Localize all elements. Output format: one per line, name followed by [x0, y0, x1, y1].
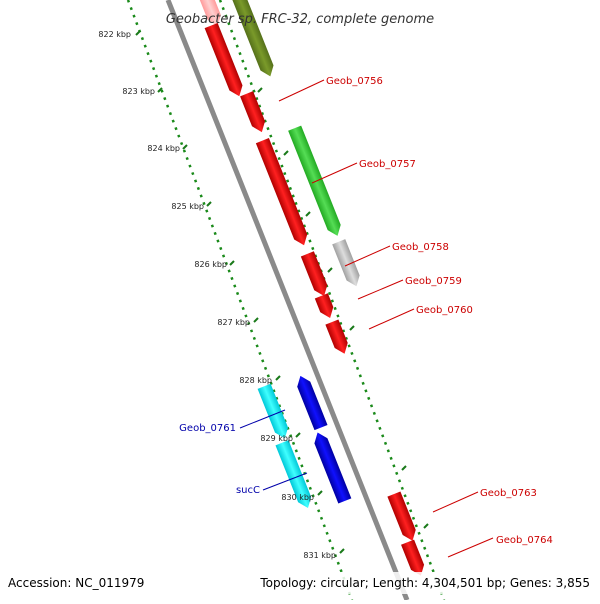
genome-backbone	[165, 0, 410, 601]
gene-label-geob-0761[interactable]: Geob_0761	[179, 423, 236, 434]
gene-label-geob-0759[interactable]: Geob_0759	[405, 276, 462, 287]
ruler-label: 827 kbp	[217, 318, 250, 327]
gene-label-geob-0756[interactable]: Geob_0756	[326, 76, 383, 87]
gene-arrow-green[interactable]	[288, 125, 344, 239]
gene-label-geob-0763[interactable]: Geob_0763	[480, 488, 537, 499]
ruler-label: 828 kbp	[239, 376, 272, 385]
gene-labels: Geob_0756 Geob_0757 Geob_0758 Geob_0759 …	[179, 76, 553, 546]
ruler-label: 831 kbp	[303, 551, 336, 560]
gc-track-outer	[218, 0, 446, 601]
ruler-label: 825 kbp	[171, 202, 204, 211]
ruler-label: 824 kbp	[147, 144, 180, 153]
ruler-ticks	[135, 30, 429, 554]
gene-arrow-olive[interactable]	[229, 0, 277, 79]
gene-label-geob-0760[interactable]: Geob_0760	[416, 305, 473, 316]
gene-arrow-red[interactable]	[325, 319, 351, 356]
genome-stats-text: Topology: circular; Length: 4,304,501 bp…	[259, 576, 590, 590]
gene-label-geob-0758[interactable]: Geob_0758	[392, 242, 449, 253]
gene-arrow-cyan-geob-0761[interactable]	[257, 383, 292, 441]
ruler-label: 829 kbp	[260, 434, 293, 443]
gene-arrow-geob-0764[interactable]	[401, 539, 427, 579]
gene-arrow-pink[interactable]	[199, 0, 224, 28]
genome-title: Geobacter sp. FRC-32, complete genome	[166, 12, 434, 27]
gene-arrow-geob-0763[interactable]	[387, 491, 419, 543]
gene-arrow-gray[interactable]	[332, 239, 363, 289]
ruler-label: 830 kbp	[281, 493, 314, 502]
ruler-labels: 822 kbp 823 kbp 824 kbp 825 kbp 826 kbp …	[98, 30, 336, 560]
gene-arrow-geob-0759[interactable]	[300, 251, 331, 298]
gene-arrow-geob-0756[interactable]	[204, 22, 246, 99]
gene-track	[199, 0, 427, 579]
gene-label-succ[interactable]: sucC	[236, 485, 260, 496]
gene-arrow-blue-1[interactable]	[294, 373, 328, 431]
gene-arrow-geob-0760[interactable]	[314, 293, 337, 320]
accession-text: Accession: NC_011979	[8, 576, 144, 590]
gene-arrow-cyan-succ[interactable]	[275, 440, 314, 510]
gene-label-geob-0764[interactable]: Geob_0764	[496, 535, 553, 546]
leader-lines	[239, 79, 494, 558]
ruler-label: 822 kbp	[98, 30, 131, 39]
gene-arrow-blue-succ[interactable]	[311, 430, 352, 504]
gc-track-inner	[126, 0, 354, 601]
ruler-label: 823 kbp	[122, 87, 155, 96]
footer-background	[0, 572, 600, 594]
gene-arrow-geob-0757[interactable]	[240, 91, 268, 134]
gene-label-geob-0757[interactable]: Geob_0757	[359, 159, 416, 170]
ruler-label: 826 kbp	[194, 260, 227, 269]
gene-arrow-geob-0758[interactable]	[255, 138, 311, 248]
